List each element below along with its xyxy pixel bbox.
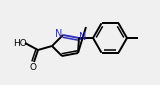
Text: HO: HO [13, 39, 27, 48]
Text: O: O [29, 62, 36, 71]
Text: N: N [79, 32, 87, 42]
Text: N: N [55, 29, 63, 39]
